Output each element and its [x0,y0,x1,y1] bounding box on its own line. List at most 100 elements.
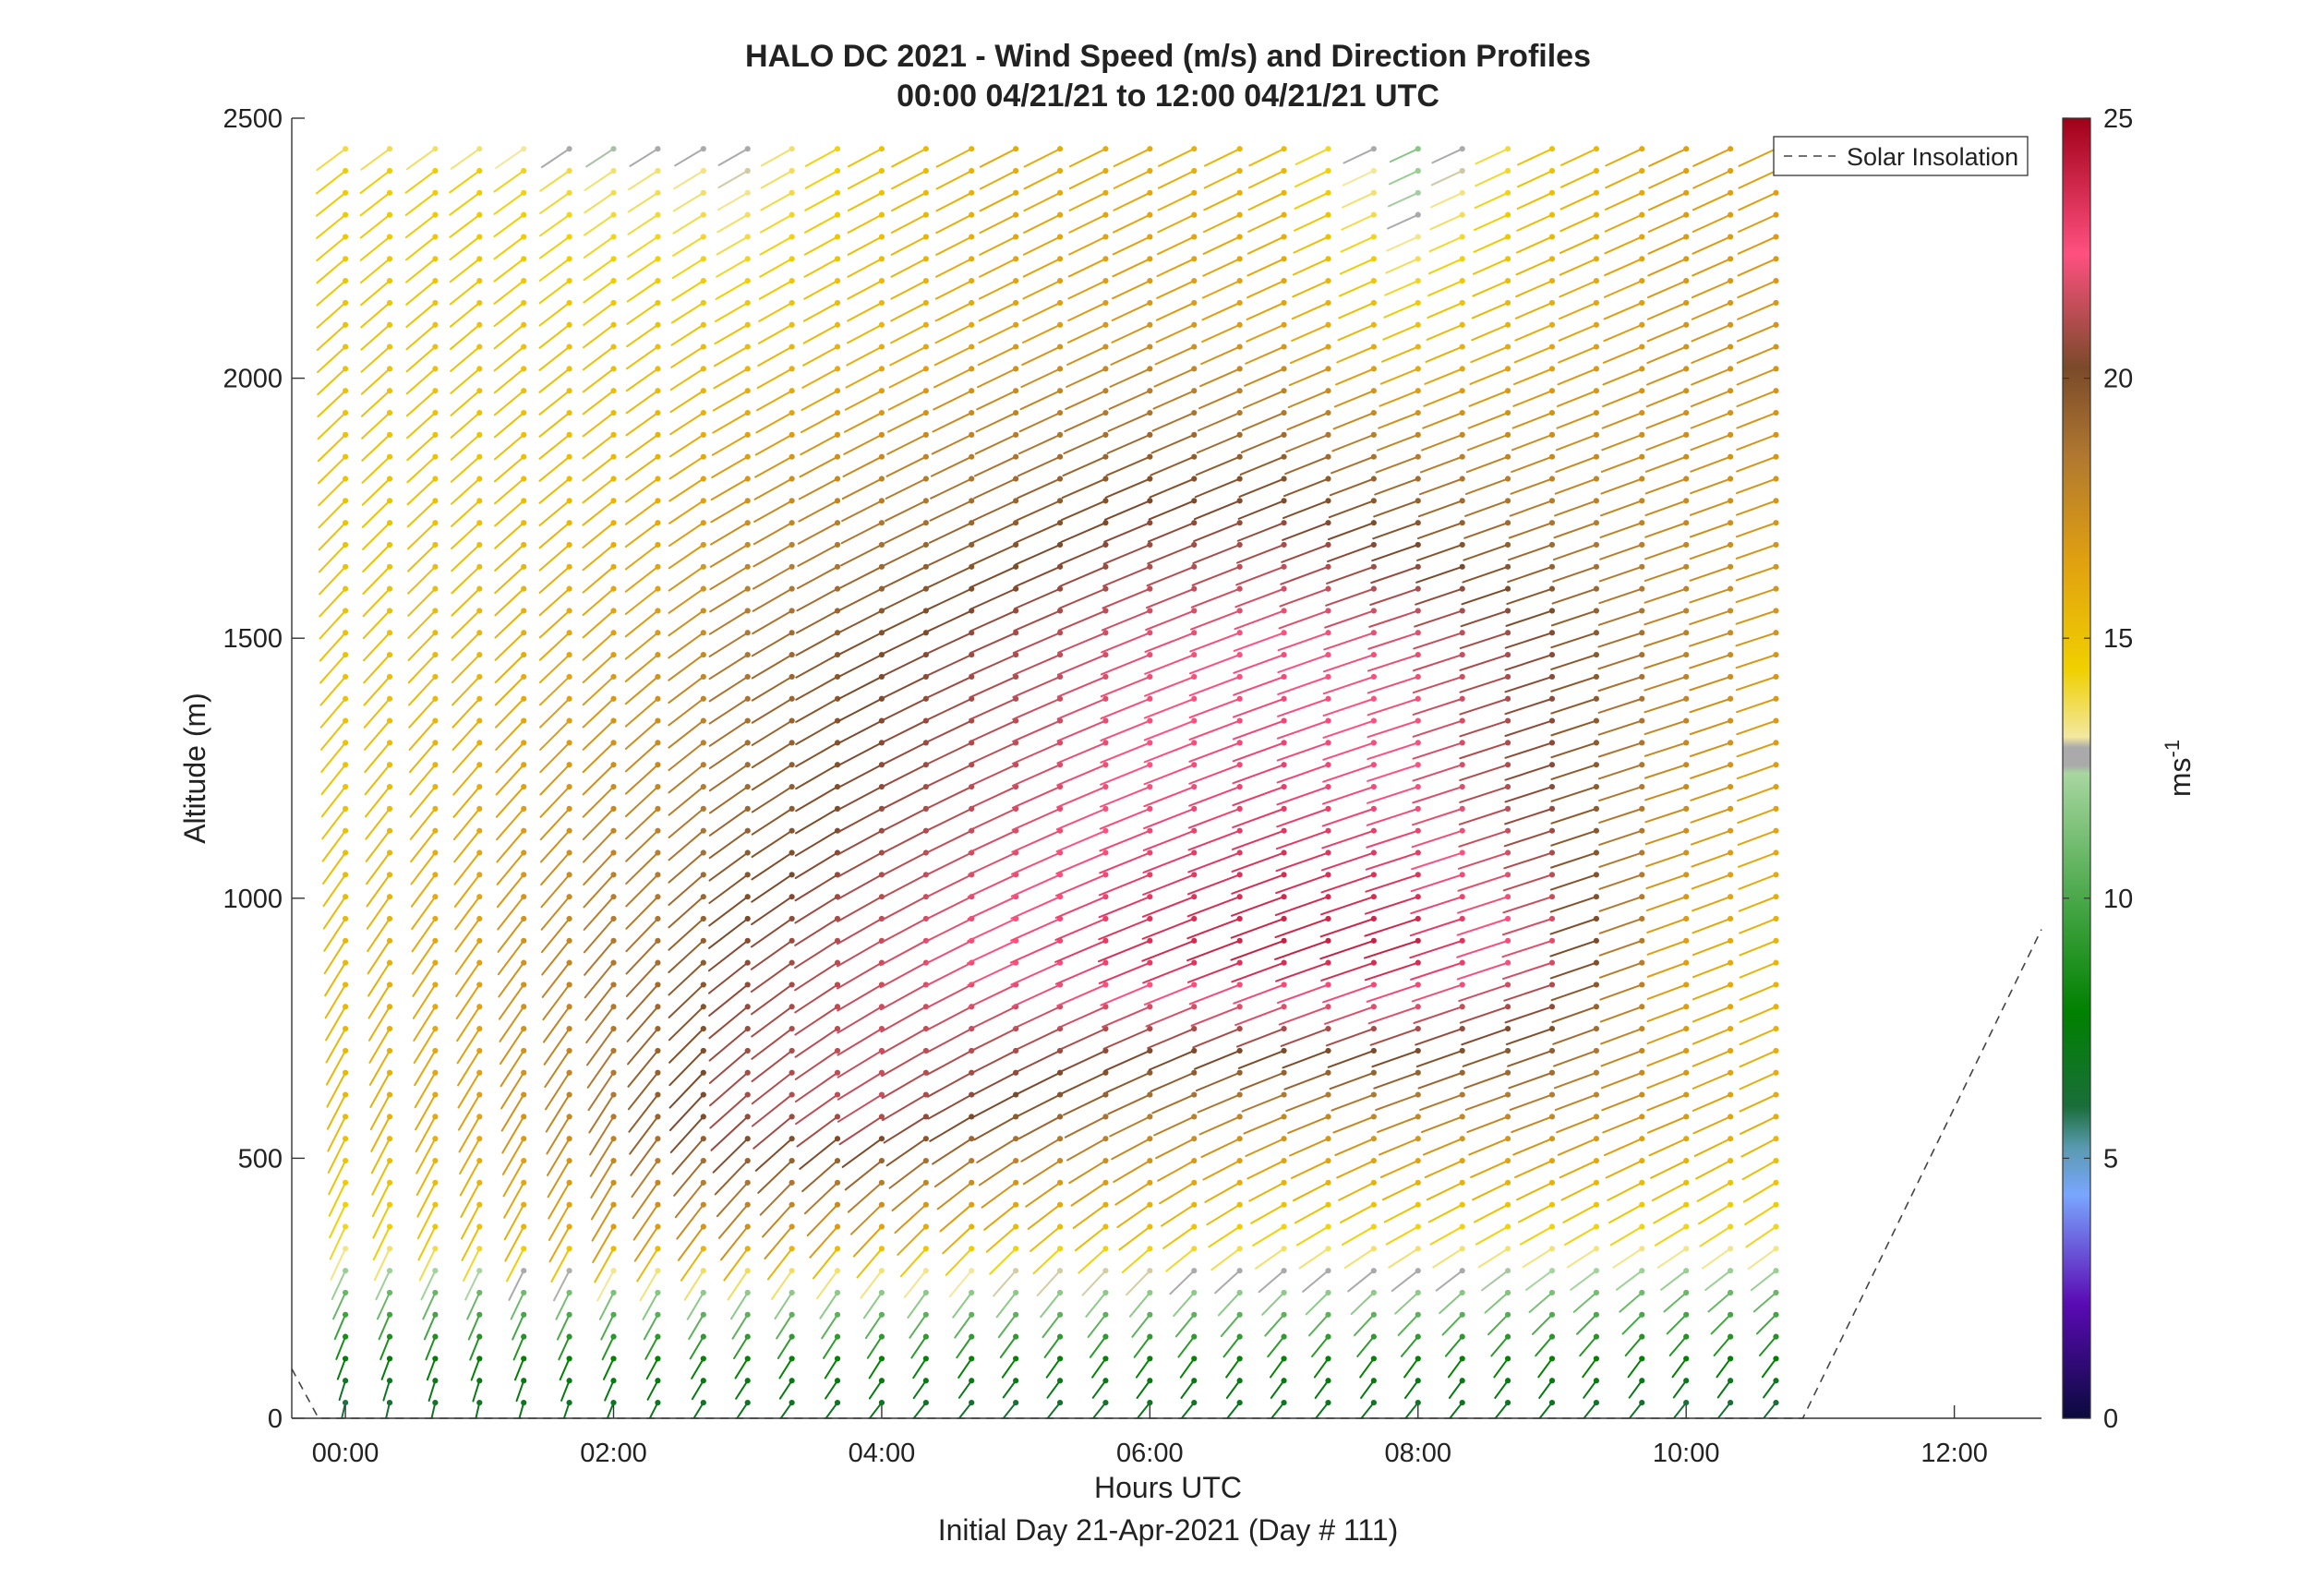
wind-barb-head [1459,278,1465,284]
wind-barb-shaft [1155,323,1196,343]
wind-barb-shaft [625,917,659,953]
wind-barb-head [1683,1311,1690,1318]
wind-barb-head [1773,959,1779,966]
wind-barb-shaft [583,258,615,282]
wind-barb-shaft [847,169,883,190]
wind-barb-shaft [1736,786,1777,802]
wind-barb-shaft [801,345,839,367]
wind-barb-head [1056,1157,1064,1164]
wind-barb-head [922,1378,929,1384]
wind-barb-head [1281,959,1287,966]
wind-barb-shaft [751,851,793,881]
wind-barb-head [476,256,483,262]
wind-barb-shaft [1603,301,1644,320]
wind-barb-shaft [1202,235,1241,255]
wind-barb-head [655,1091,661,1098]
wind-barb-head [1102,299,1109,307]
wind-barb-shaft [1022,258,1062,278]
wind-barb-shaft [539,807,571,841]
wind-barb-head [610,1201,617,1208]
wind-barb-shaft [1737,235,1777,255]
wind-barb-head [521,1223,527,1230]
wind-barb-head [1325,937,1331,944]
wind-barb-shaft [837,632,883,656]
wind-barb-head [744,1136,751,1142]
wind-barb-shaft [1412,764,1463,782]
wind-barb-shaft [493,280,525,305]
wind-barb-shaft [882,587,927,611]
wind-barb-head [744,167,751,175]
wind-barb-head [1459,1047,1465,1054]
wind-barb-head [1236,520,1243,526]
wind-barb-head [1236,585,1243,592]
wind-barb-head [1548,234,1556,240]
wind-barb-shaft [547,1138,571,1176]
wind-barb-head [789,652,795,658]
wind-barb-head [342,1047,349,1054]
wind-barb-head [1548,541,1556,548]
wind-barb-shaft [583,851,615,885]
wind-barb-head [1325,146,1331,152]
wind-barb-shaft [1387,213,1419,230]
wind-barb-shaft [1136,1402,1151,1418]
wind-barb-shaft [540,917,571,954]
wind-barb-head [1236,915,1243,922]
wind-barb-head [1147,585,1153,592]
wind-barb-shaft [1550,786,1597,802]
wind-barb-shaft [668,1028,704,1064]
wind-barb-shaft [1653,1203,1688,1224]
wind-barb-head [1504,872,1511,878]
wind-barb-head [1147,278,1153,284]
wind-barb-shaft [1365,873,1419,893]
wind-barb-head [744,1069,751,1076]
wind-barb-shaft [751,1093,793,1127]
wind-barb-head [969,1201,975,1208]
wind-barb-shaft [1188,741,1241,763]
wind-barb-head [521,1091,527,1098]
wind-barb-shaft [449,191,481,216]
wind-barb-head [1013,388,1019,394]
x-tick-label: 00:00 [312,1439,379,1468]
wind-barb-head [1013,234,1019,240]
wind-barb-head [1504,959,1511,966]
wind-barb-head [1415,1026,1421,1032]
wind-barb-shaft [924,873,973,899]
wind-barb-shaft [1369,587,1419,607]
wind-barb-shaft [931,433,973,455]
wind-barb-shaft [668,609,704,637]
wind-barb-head [878,431,885,438]
wind-barb-shaft [625,896,659,930]
wind-barb-head [386,541,393,548]
wind-barb-shaft [1250,1203,1285,1224]
wind-barb-shaft [600,1313,615,1341]
wind-barb-shaft [1550,675,1597,693]
wind-barb-head [566,1355,572,1362]
wind-barb-shaft [630,1138,659,1176]
wind-barb-shaft [1108,390,1151,410]
wind-barb-shaft [1504,764,1553,781]
wind-barb-head [1147,849,1153,856]
wind-barb-head [1191,1026,1198,1032]
wind-barb-head [1504,167,1511,175]
wind-barb-shaft [1061,1071,1107,1094]
wind-barb-head [342,1069,349,1076]
wind-barb-head [1683,1289,1690,1296]
wind-barb-head [610,937,617,944]
wind-barb-shaft [407,565,437,595]
wind-barb-shaft [1598,587,1644,605]
wind-barb-shaft [1535,1335,1553,1357]
wind-barb-head [386,299,393,307]
wind-barb-head [1593,431,1600,438]
wind-barb-head [1504,717,1511,724]
wind-barb-shaft [1507,543,1553,561]
wind-barb-head [922,1223,929,1230]
wind-barb-head [969,608,975,614]
wind-barb-head [834,388,841,394]
wind-barb-head [1548,762,1556,768]
wind-barb-head [1548,1268,1556,1274]
wind-barb-shaft [1558,301,1597,320]
wind-barb-shaft [493,213,525,238]
wind-barb-head [566,827,572,834]
wind-barb-head [521,717,527,724]
wind-barb-head [1773,299,1779,307]
